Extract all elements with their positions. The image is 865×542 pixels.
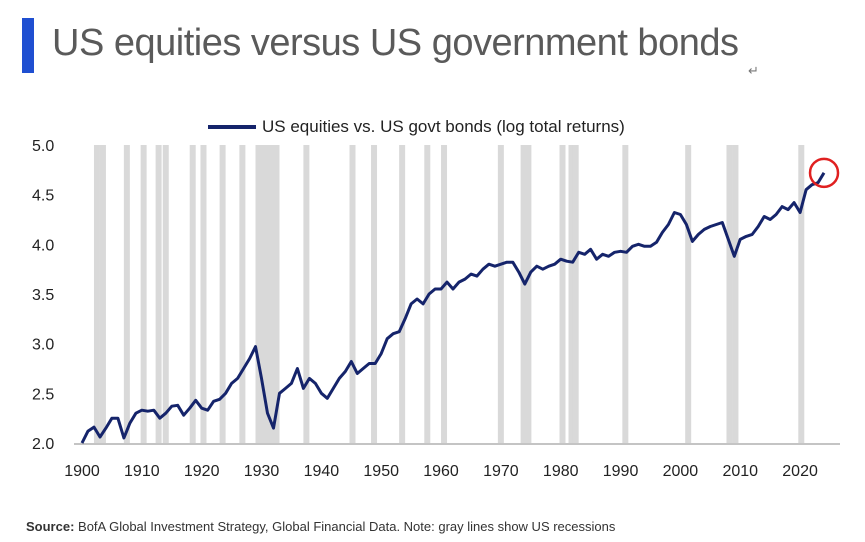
y-axis-ticks: 2.0 2.5 3.0 3.5 4.0 4.5 5.0: [32, 138, 54, 453]
legend-label: US equities vs. US govt bonds (log total…: [262, 117, 625, 136]
x-tick-label: 1940: [304, 463, 340, 480]
recession-band: [162, 145, 169, 443]
recession-band: [140, 145, 147, 443]
x-tick-label: 2020: [782, 463, 818, 480]
recession-band: [685, 145, 692, 443]
recession-band: [219, 145, 226, 443]
recession-band: [189, 145, 196, 443]
y-tick-label: 3.0: [32, 337, 54, 354]
recession-bands: [93, 145, 805, 443]
recession-band: [239, 145, 246, 443]
recession-band: [559, 145, 566, 443]
page-title: US equities versus US government bonds: [52, 22, 739, 64]
recession-band: [441, 145, 448, 443]
return-arrow-icon: ↵: [748, 64, 759, 79]
recession-band: [399, 145, 406, 443]
recession-band: [261, 145, 268, 443]
recession-band: [123, 145, 130, 443]
x-axis-ticks: 1900 1910 1920 1930 1940 1950 1960 1970 1980 1990…: [64, 463, 818, 480]
highlight-circle: [808, 157, 840, 189]
recession-band: [497, 145, 504, 443]
legend-swatch: [208, 125, 256, 129]
x-tick-label: 2010: [722, 463, 758, 480]
y-tick-label: 3.5: [32, 287, 54, 304]
recession-band: [424, 145, 431, 443]
recession-band: [732, 145, 739, 443]
y-tick-label: 2.5: [32, 386, 54, 403]
x-tick-label: 1910: [124, 463, 160, 480]
x-tick-label: 1970: [483, 463, 519, 480]
recession-band: [520, 145, 527, 443]
title-accent-bar: [22, 18, 34, 73]
recession-band: [155, 145, 162, 443]
recession-band: [568, 145, 575, 443]
recession-band: [798, 145, 805, 443]
y-tick-label: 4.5: [32, 188, 54, 205]
y-tick-label: 2.0: [32, 436, 54, 453]
y-tick-label: 5.0: [32, 138, 54, 155]
recession-band: [200, 145, 207, 443]
recession-band: [267, 145, 274, 443]
source-text: BofA Global Investment Strategy, Global …: [74, 519, 616, 534]
recession-band: [93, 145, 100, 443]
recession-band: [371, 145, 378, 443]
x-tick-label: 1990: [603, 463, 639, 480]
x-tick-label: 2000: [663, 463, 699, 480]
source-note: Source: BofA Global Investment Strategy,…: [26, 519, 615, 534]
y-tick-label: 4.0: [32, 237, 54, 254]
recession-band: [303, 145, 310, 443]
x-tick-label: 1900: [64, 463, 100, 480]
recession-band: [622, 145, 629, 443]
x-tick-label: 1920: [184, 463, 220, 480]
x-tick-label: 1980: [543, 463, 579, 480]
recession-band: [99, 145, 106, 443]
recession-band: [255, 145, 262, 443]
x-tick-label: 1960: [423, 463, 459, 480]
series-line-equities-vs-bonds: [80, 172, 826, 444]
recession-band: [726, 145, 733, 443]
recession-band: [525, 145, 532, 443]
x-tick-label: 1930: [244, 463, 280, 480]
recession-band: [572, 145, 579, 443]
recession-band: [273, 145, 280, 443]
chart-legend: US equities vs. US govt bonds (log total…: [208, 117, 625, 137]
recession-band: [349, 145, 356, 443]
source-label: Source:: [26, 519, 75, 534]
x-tick-label: 1950: [363, 463, 399, 480]
